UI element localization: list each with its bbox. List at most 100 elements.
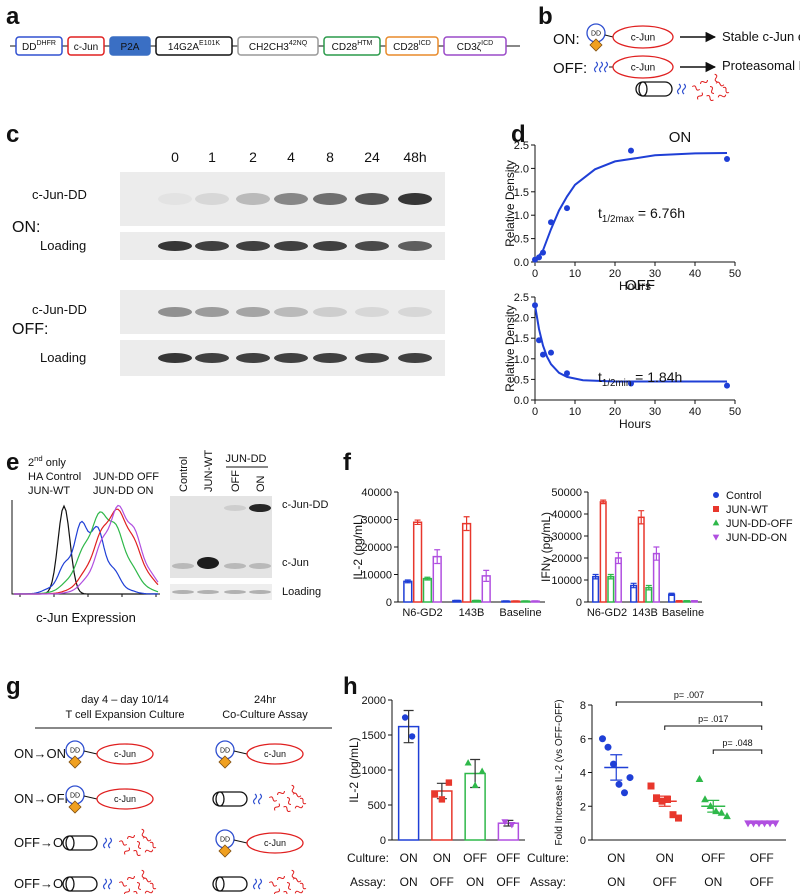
proteasome-end	[65, 835, 75, 851]
ligand	[589, 38, 603, 52]
y-tick-label: 4	[580, 768, 586, 780]
point	[564, 205, 570, 212]
y-tick-label: 20000	[551, 553, 582, 565]
point	[548, 349, 554, 356]
fragment	[144, 849, 154, 853]
fragment	[299, 797, 307, 805]
construct-label-part: E101K	[199, 40, 220, 47]
point	[438, 796, 446, 803]
x-tick-label: 20	[609, 268, 621, 280]
x-tick-label: OFF	[496, 851, 520, 865]
x-tick-label: ON	[433, 851, 451, 865]
y-tick-label: 0.0	[514, 257, 529, 269]
y-tick-label: 0	[576, 597, 582, 609]
y-tick-label: 1000	[362, 765, 386, 777]
construct-label-part: CD3ζ	[457, 42, 482, 53]
error-bar	[522, 600, 529, 603]
lane-label: JUN-WT	[203, 450, 215, 492]
construct-segment	[155, 36, 233, 56]
band-label: c-Jun-DD	[282, 499, 329, 511]
point	[723, 812, 731, 820]
point	[536, 254, 542, 261]
axis-label: Fold Increase IL-2 (vs OFF-OFF)	[554, 699, 565, 845]
lane-label: 4	[287, 149, 295, 165]
construct-label-part: DHFR	[37, 40, 56, 47]
cjun-label: c-Jun	[264, 838, 286, 848]
histogram	[14, 504, 159, 595]
row-label: OFF→ON	[14, 835, 73, 850]
cjun-label: c-Jun	[631, 62, 655, 73]
construct-label-part: HTM	[357, 40, 372, 47]
band-label: Loading	[282, 586, 321, 598]
error-bar	[483, 569, 490, 582]
band	[236, 307, 270, 317]
y-tick-label: 2.5	[514, 140, 529, 152]
histogram	[14, 520, 159, 595]
error-bar	[532, 600, 539, 603]
point	[626, 774, 634, 782]
cjun-label: c-Jun	[631, 32, 655, 43]
x-tick-label: Baseline	[662, 607, 704, 619]
fragment	[124, 888, 130, 894]
error-bar	[607, 573, 614, 580]
band	[274, 193, 308, 205]
construct-segment	[385, 36, 439, 56]
fragment	[257, 878, 263, 890]
error-bar	[403, 709, 414, 744]
y-tick-label: 6	[580, 734, 586, 746]
y-tick-label: 40000	[361, 487, 392, 499]
axis	[534, 145, 735, 263]
linker	[233, 750, 248, 755]
legend-label: 2nd only	[28, 454, 66, 469]
point	[599, 735, 606, 743]
point	[717, 808, 726, 816]
axis-label: IL-2 (pg/mL)	[347, 737, 361, 802]
loading-band	[236, 241, 270, 251]
fragment	[700, 79, 708, 85]
annotation-part: 1/2max	[602, 214, 634, 225]
point	[564, 370, 570, 377]
axis-label: Relative Density	[503, 160, 517, 247]
band	[313, 307, 347, 317]
annotation: t1/2min = 1.84h	[598, 369, 682, 389]
legend-label: Control	[726, 490, 761, 502]
y-tick-label: 30000	[551, 531, 582, 543]
group-label: JUN-DD	[226, 453, 267, 465]
fragment	[593, 61, 599, 73]
y-tick-label: 2	[580, 801, 586, 813]
point	[540, 351, 546, 358]
error-bar	[424, 576, 431, 581]
construct-label: c-Jun	[74, 42, 98, 53]
fragment	[118, 840, 128, 846]
panel-label: f	[343, 449, 352, 476]
blot-label: c-Jun-DD	[32, 187, 87, 202]
axis-label: Hours	[619, 279, 651, 293]
blot-label: c-Jun-DD	[32, 302, 87, 317]
bracket	[712, 749, 763, 754]
axis-label: Hours	[619, 417, 651, 431]
loading-band	[274, 241, 308, 251]
point	[621, 789, 628, 797]
annotation-part: = 6.76h	[634, 205, 685, 221]
point	[724, 156, 730, 163]
bar	[412, 521, 423, 603]
y-tick-label: 2.0	[514, 163, 529, 175]
error-bar	[653, 546, 660, 561]
row-label: OFF→OFF	[14, 876, 79, 891]
error-bar	[610, 754, 623, 781]
ligand	[68, 755, 82, 769]
loading-band	[355, 353, 389, 363]
loading-band	[313, 353, 347, 363]
fragment	[294, 890, 304, 894]
y-tick-label: 2.0	[514, 313, 529, 325]
error-bar	[658, 795, 671, 807]
fragment	[277, 790, 285, 796]
lane-label: 48h	[403, 149, 426, 165]
construct-label: CD3ζICD	[457, 40, 493, 53]
fragment	[286, 797, 292, 805]
bar	[461, 522, 472, 603]
fragment	[286, 882, 292, 890]
construct-label-part: 42NQ	[289, 40, 308, 47]
legend-label: JUN-DD-OFF	[726, 518, 793, 530]
